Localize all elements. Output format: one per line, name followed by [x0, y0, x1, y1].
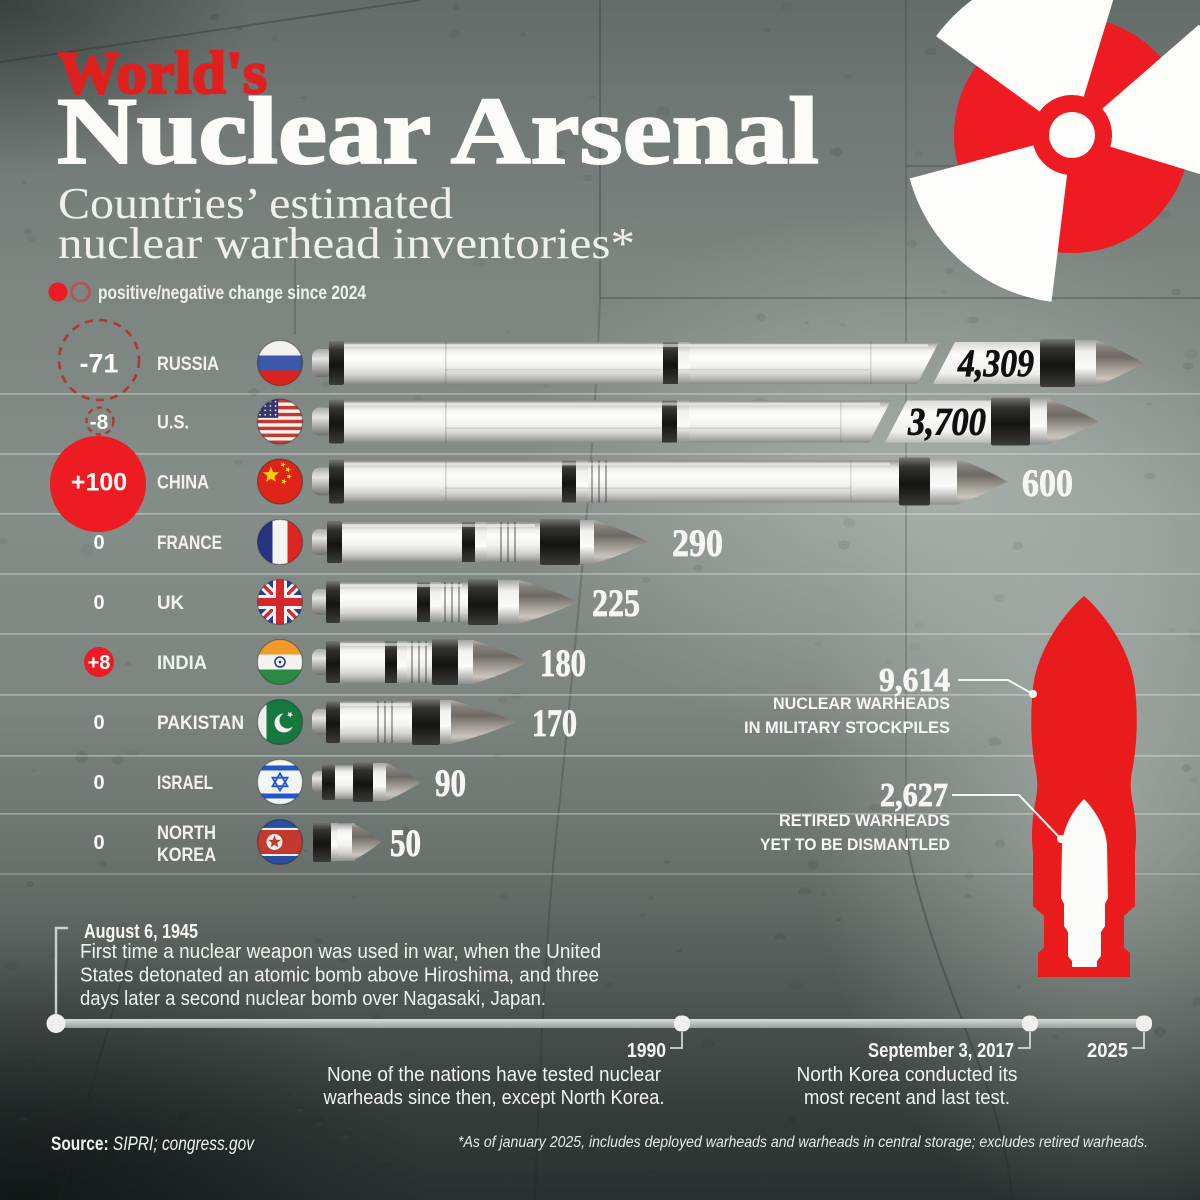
svg-text:IN MILITARY STOCKPILES: IN MILITARY STOCKPILES: [744, 718, 950, 737]
svg-text:FRANCE: FRANCE: [157, 533, 222, 554]
svg-text:warheads since then, except No: warheads since then, except North Korea.: [323, 1087, 665, 1109]
svg-text:YET TO BE DISMANTLED: YET TO BE DISMANTLED: [760, 835, 950, 854]
svg-text:2,627: 2,627: [880, 777, 948, 814]
svg-text:days later a second nuclear bo: days later a second nuclear bomb over Na…: [80, 988, 546, 1010]
svg-text:0: 0: [93, 532, 104, 554]
svg-text:4,309: 4,309: [957, 342, 1034, 385]
svg-text:-71: -71: [79, 349, 118, 379]
svg-text:600: 600: [1022, 462, 1073, 505]
svg-text:PAKISTAN: PAKISTAN: [157, 713, 244, 734]
svg-text:290: 290: [672, 522, 723, 565]
svg-text:U.S.: U.S.: [157, 413, 189, 434]
svg-text:September 3, 2017: September 3, 2017: [868, 1040, 1014, 1062]
svg-text:UK: UK: [157, 593, 184, 614]
svg-text:0: 0: [93, 592, 104, 614]
svg-text:+100: +100: [71, 469, 127, 497]
svg-text:Nuclear Arsenal: Nuclear Arsenal: [57, 78, 819, 184]
svg-text:CHINA: CHINA: [157, 473, 209, 494]
svg-text:90: 90: [435, 762, 466, 805]
svg-text:INDIA: INDIA: [157, 653, 207, 674]
svg-text:NORTH: NORTH: [157, 823, 216, 844]
svg-text:nuclear warhead inventories*: nuclear warhead inventories*: [58, 219, 635, 268]
svg-text:First time a nuclear weapon wa: First time a nuclear weapon was used in …: [80, 941, 601, 963]
svg-text:KOREA: KOREA: [157, 845, 216, 866]
svg-text:Countries’ estimated: Countries’ estimated: [58, 179, 453, 228]
svg-text:0: 0: [93, 712, 104, 734]
svg-text:50: 50: [390, 822, 421, 865]
svg-text:180: 180: [540, 642, 586, 685]
svg-text:States detonated an atomic bom: States detonated an atomic bomb above Hi…: [80, 965, 599, 987]
svg-text:9,614: 9,614: [879, 662, 950, 699]
svg-text:RUSSIA: RUSSIA: [157, 354, 219, 375]
svg-text:RETIRED WARHEADS: RETIRED WARHEADS: [779, 811, 950, 830]
svg-text:World's: World's: [58, 40, 267, 106]
svg-text:-8: -8: [90, 411, 109, 434]
svg-text:3,700: 3,700: [907, 401, 986, 444]
svg-text:170: 170: [532, 702, 577, 745]
svg-text:North Korea conducted its: North Korea conducted its: [797, 1064, 1018, 1086]
svg-text:0: 0: [93, 772, 104, 794]
svg-text:most recent and last test.: most recent and last test.: [804, 1087, 1010, 1109]
svg-text:225: 225: [592, 582, 640, 625]
svg-text:+8: +8: [88, 652, 111, 674]
svg-text:Source: SIPRI; congress.gov: Source: SIPRI; congress.gov: [51, 1133, 255, 1155]
svg-text:*As of january 2025, includes: *As of january 2025, includes deployed w…: [458, 1134, 1148, 1151]
svg-text:positive/negative change since: positive/negative change since 2024: [98, 283, 366, 304]
svg-text:0: 0: [93, 832, 104, 854]
svg-text:1990: 1990: [627, 1040, 666, 1062]
svg-text:None of the nations have teste: None of the nations have tested nuclear: [327, 1064, 661, 1086]
svg-text:August 6, 1945: August 6, 1945: [84, 921, 198, 943]
svg-text:ISRAEL: ISRAEL: [157, 773, 213, 794]
svg-text:NUCLEAR WARHEADS: NUCLEAR WARHEADS: [773, 694, 950, 713]
svg-text:2025: 2025: [1087, 1040, 1128, 1062]
